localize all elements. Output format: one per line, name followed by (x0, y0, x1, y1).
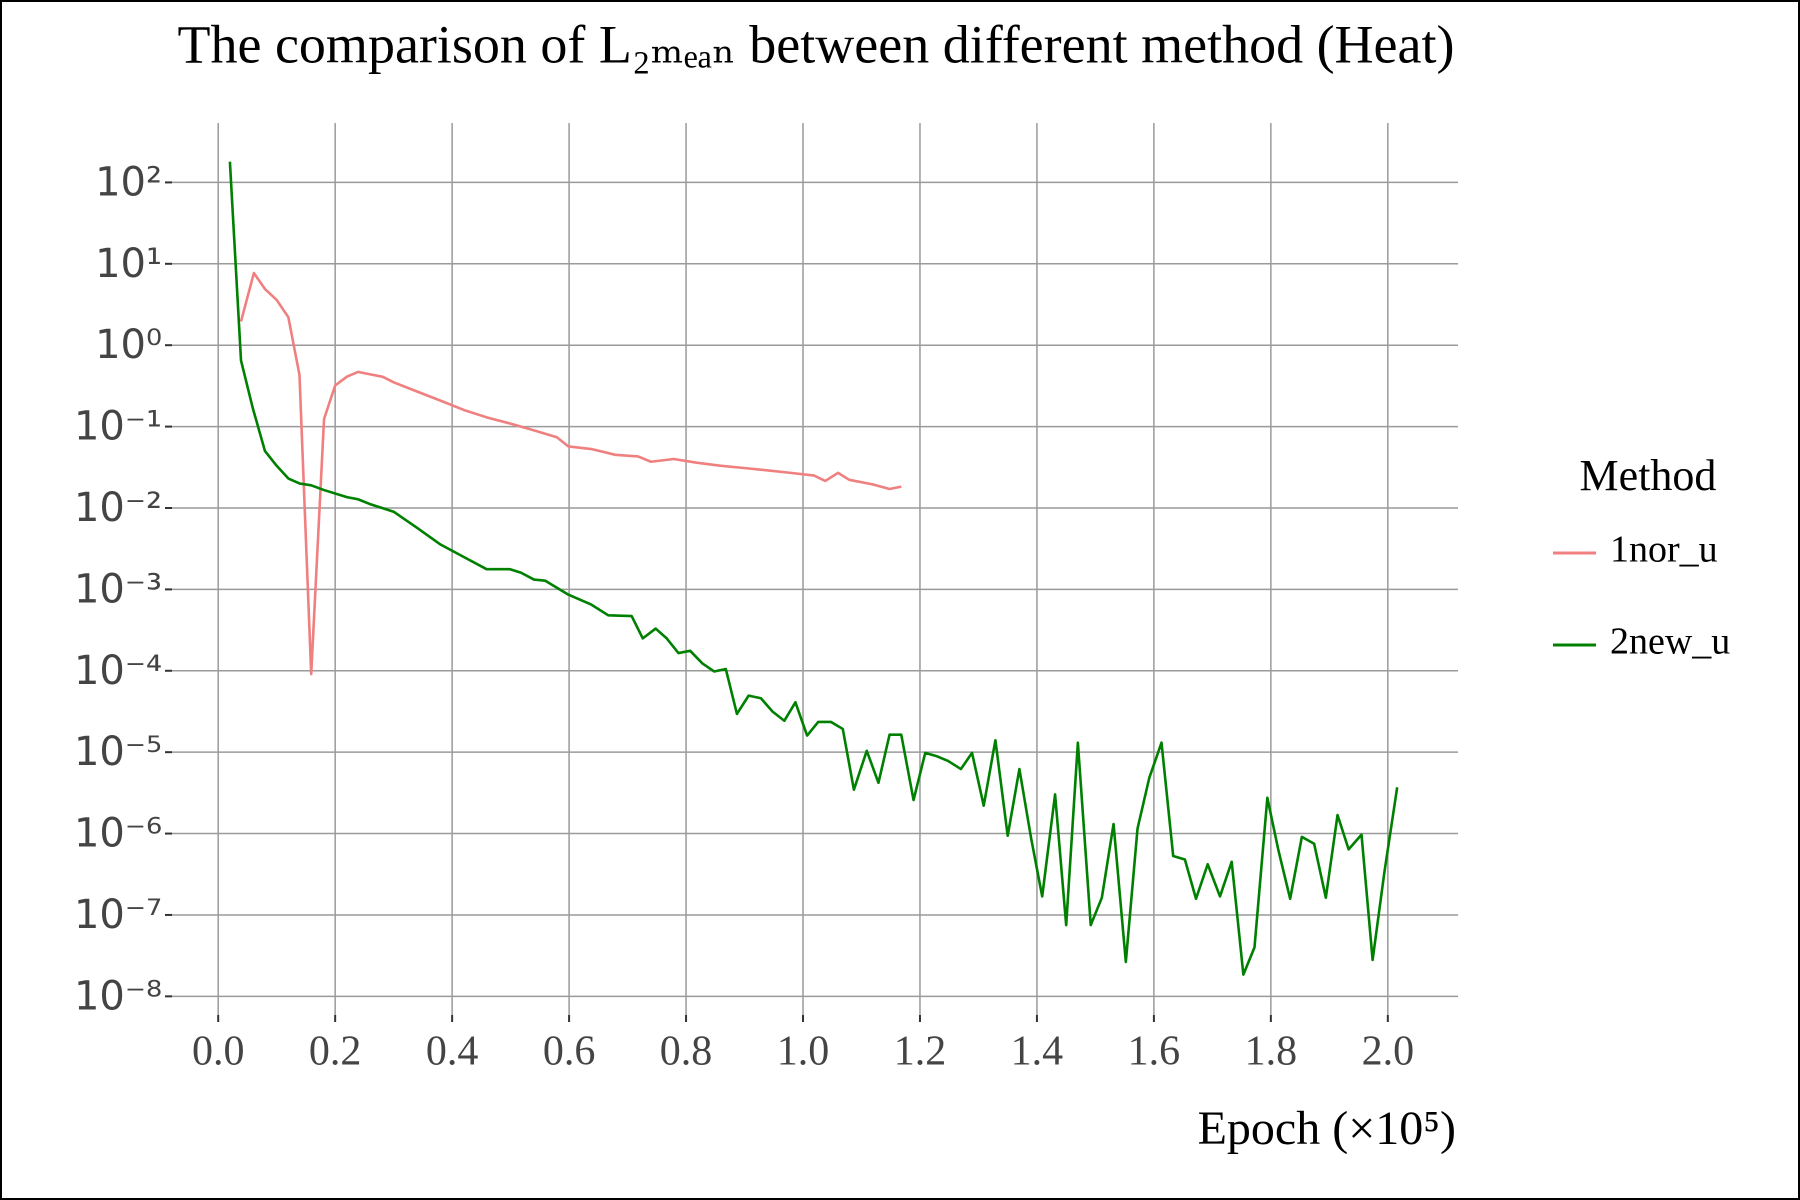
y-tick-label: 10¹ (95, 241, 162, 287)
series-line (239, 271, 902, 676)
y-tick-label: 10⁻⁶ (74, 811, 162, 857)
x-tick-label: 1.4 (1011, 1029, 1064, 1075)
legend-label: 1nor_u (1610, 529, 1718, 571)
legend-title: Method (1580, 451, 1717, 500)
y-tick-label: 10² (95, 159, 162, 205)
y-tick-label: 10⁻⁷ (74, 892, 162, 938)
y-tick-label: 10⁰ (95, 322, 162, 368)
chart-title: The comparison of L₂ₘₑₐₙ between differe… (178, 14, 1455, 74)
x-tick-label: 1.2 (894, 1029, 947, 1075)
y-tick-label: 10⁻² (74, 485, 162, 531)
y-tick-label: 10⁻⁸ (74, 973, 162, 1019)
x-tick-label: 0.8 (660, 1029, 713, 1075)
y-tick-label: 10⁻⁵ (74, 729, 162, 775)
x-tick-label: 1.6 (1128, 1029, 1181, 1075)
series-line (228, 161, 1399, 976)
y-tick-label: 10⁻³ (74, 566, 162, 612)
x-tick-label: 0.2 (309, 1029, 362, 1075)
x-tick-label: 2.0 (1362, 1029, 1415, 1075)
x-tick-label: 0.6 (543, 1029, 596, 1075)
x-axis-label: Epoch (×10⁵) (1198, 1102, 1456, 1155)
y-tick-label: 10⁻⁴ (74, 648, 162, 694)
y-tick-label: 10⁻¹ (74, 404, 162, 450)
x-tick-label: 1.8 (1245, 1029, 1298, 1075)
legend-label: 2new_u (1610, 621, 1730, 663)
x-tick-label: 1.0 (777, 1029, 830, 1075)
x-tick-label: 0.0 (192, 1029, 245, 1075)
x-tick-label: 0.4 (426, 1029, 479, 1075)
